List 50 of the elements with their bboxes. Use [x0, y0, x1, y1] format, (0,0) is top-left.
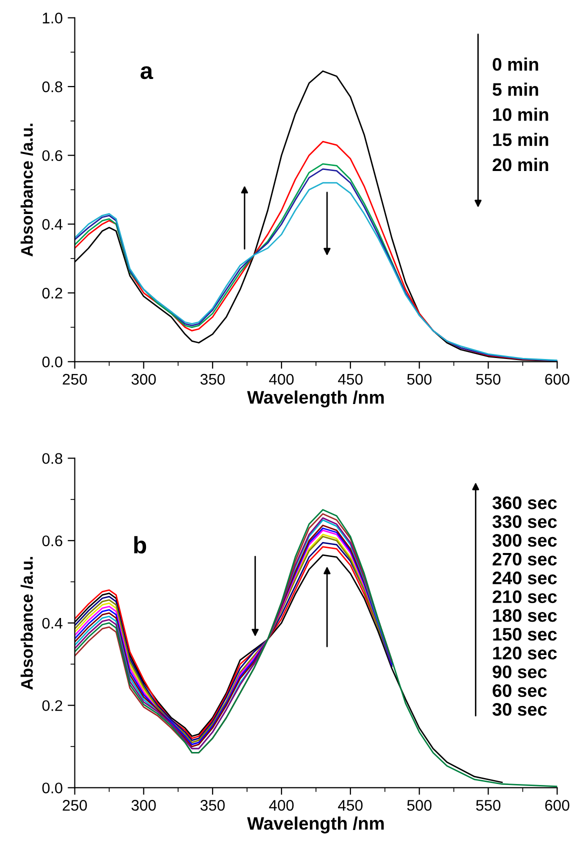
y-tick-label: 0.2: [42, 700, 62, 712]
annotation: 150 sec: [493, 628, 557, 641]
y-tick-label: 0.6: [42, 535, 62, 546]
annotation: 0 min: [492, 58, 538, 71]
annotation: 360 sec: [492, 496, 557, 510]
y-axis-title: Absorbance /a.u.: [20, 124, 34, 256]
annotation: a: [140, 66, 154, 80]
x-tick-label: 400: [269, 800, 294, 811]
x-tick-label: 600: [545, 800, 570, 811]
annotation: 240 sec: [492, 572, 557, 584]
annotation: 90 sec: [492, 665, 547, 678]
x-tick-label: 450: [338, 800, 363, 811]
y-tick-label: 0.4: [42, 618, 62, 629]
x-tick-label: 250: [62, 374, 87, 385]
y-tick-label: 1.0: [42, 12, 62, 24]
x-tick-label: 300: [132, 374, 156, 385]
y-tick-label: 0.8: [42, 453, 62, 464]
x-tick-label: 350: [200, 374, 225, 385]
y-tick-label: 0.6: [42, 150, 62, 162]
y-tick-label: 0.0: [42, 782, 62, 794]
x-tick-label: 600: [545, 374, 570, 385]
annotation: 120 sec: [493, 646, 557, 660]
y-tick-label: 0.4: [42, 218, 62, 230]
annotation: 60 sec: [492, 684, 547, 698]
annotation: 10 min: [493, 108, 548, 121]
annotation: 300 sec: [492, 534, 557, 547]
annotation: 210 sec: [492, 590, 557, 604]
x-axis-title: Wavelength /nm: [247, 816, 384, 834]
annotation: b: [134, 536, 146, 554]
annotation: 20 min: [492, 158, 548, 172]
x-tick-label: 250: [62, 800, 87, 811]
y-tick-label: 0.0: [42, 356, 62, 368]
annotation: 15 min: [493, 132, 548, 146]
y-axis-title: Absorbance /a.u.: [20, 556, 34, 690]
x-tick-label: 300: [132, 800, 156, 811]
annotation: 270 sec: [492, 552, 557, 566]
x-tick-label: 550: [476, 374, 500, 385]
x-axis-title: Wavelength /nm: [247, 390, 384, 408]
x-tick-label: 400: [269, 374, 294, 385]
x-tick-label: 550: [476, 800, 500, 811]
x-tick-label: 450: [338, 374, 363, 385]
x-tick-label: 500: [407, 800, 432, 811]
annotation: 180 sec: [493, 609, 557, 622]
y-tick-label: 0.2: [42, 288, 62, 299]
x-tick-label: 350: [200, 800, 225, 811]
annotation: 30 sec: [492, 703, 547, 716]
y-tick-label: 0.8: [42, 81, 62, 92]
annotation: 5 min: [492, 82, 538, 96]
x-tick-label: 500: [407, 374, 432, 385]
annotation: 330 sec: [492, 515, 557, 528]
